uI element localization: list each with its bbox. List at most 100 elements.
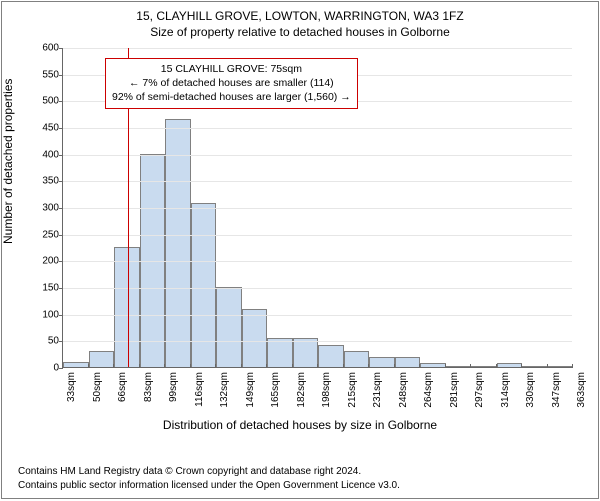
- x-tick: [343, 364, 344, 368]
- histogram-bar: [395, 357, 421, 367]
- x-tick-label: 33sqm: [66, 372, 77, 402]
- y-tick-label: 200: [29, 256, 59, 267]
- gridline-h: [63, 288, 572, 289]
- x-tick: [88, 364, 89, 368]
- y-tick-label: 450: [29, 123, 59, 134]
- chart-outer: Number of detached properties 0501001502…: [2, 44, 598, 444]
- x-tick-label: 50sqm: [92, 372, 103, 402]
- annotation-box: 15 CLAYHILL GROVE: 75sqm← 7% of detached…: [105, 58, 358, 109]
- x-tick-label: 149sqm: [245, 372, 256, 408]
- y-tick-label: 100: [29, 309, 59, 320]
- gridline-h: [63, 208, 572, 209]
- histogram-bar: [191, 203, 217, 367]
- histogram-bar: [63, 362, 89, 367]
- histogram-bar: [165, 119, 191, 367]
- x-tick: [292, 364, 293, 368]
- x-tick: [62, 364, 63, 368]
- histogram-bar: [420, 363, 446, 367]
- gridline-h: [63, 155, 572, 156]
- x-tick-label: 83sqm: [143, 372, 154, 402]
- plot-area: 05010015020025030035040045050055060015 C…: [62, 48, 572, 368]
- x-tick: [266, 364, 267, 368]
- y-tick: [59, 155, 63, 156]
- x-tick-label: 198sqm: [321, 372, 332, 408]
- histogram-bar: [318, 345, 344, 367]
- y-tick: [59, 208, 63, 209]
- x-tick: [164, 364, 165, 368]
- x-tick-label: 281sqm: [449, 372, 460, 408]
- x-tick-label: 165sqm: [270, 372, 281, 408]
- histogram-bar: [548, 366, 574, 367]
- x-tick-label: 264sqm: [423, 372, 434, 408]
- histogram-bar: [471, 366, 497, 367]
- y-tick-label: 350: [29, 176, 59, 187]
- x-tick-label: 248sqm: [398, 372, 409, 408]
- x-tick: [241, 364, 242, 368]
- x-tick: [113, 364, 114, 368]
- x-tick: [317, 364, 318, 368]
- y-tick-label: 400: [29, 149, 59, 160]
- x-tick: [470, 364, 471, 368]
- chart-frame: 15, CLAYHILL GROVE, LOWTON, WARRINGTON, …: [1, 1, 599, 499]
- x-axis-label: Distribution of detached houses by size …: [2, 418, 598, 432]
- x-tick: [547, 364, 548, 368]
- annotation-line: 92% of semi-detached houses are larger (…: [112, 90, 351, 104]
- y-tick: [59, 315, 63, 316]
- footer: Contains HM Land Registry data © Crown c…: [18, 465, 400, 492]
- histogram-bar: [216, 287, 242, 367]
- x-tick-label: 182sqm: [296, 372, 307, 408]
- histogram-bar: [114, 247, 140, 367]
- y-tick: [59, 235, 63, 236]
- y-tick: [59, 181, 63, 182]
- x-tick: [394, 364, 395, 368]
- x-tick: [445, 364, 446, 368]
- x-tick-label: 132sqm: [219, 372, 230, 408]
- y-tick-label: 550: [29, 69, 59, 80]
- y-tick: [59, 288, 63, 289]
- annotation-line: 15 CLAYHILL GROVE: 75sqm: [112, 62, 351, 76]
- gridline-h: [63, 341, 572, 342]
- footer-line1: Contains HM Land Registry data © Crown c…: [18, 465, 400, 479]
- y-tick-label: 600: [29, 43, 59, 54]
- histogram-bar: [497, 363, 523, 367]
- x-tick-label: 314sqm: [500, 372, 511, 408]
- x-tick: [139, 364, 140, 368]
- annotation-line: ← 7% of detached houses are smaller (114…: [112, 76, 351, 90]
- y-tick: [59, 368, 63, 369]
- x-tick-label: 116sqm: [194, 372, 205, 407]
- x-tick-label: 215sqm: [347, 372, 358, 408]
- y-tick: [59, 128, 63, 129]
- y-tick-label: 250: [29, 229, 59, 240]
- x-tick-label: 231sqm: [372, 372, 383, 408]
- x-tick: [368, 364, 369, 368]
- x-tick-label: 66sqm: [117, 372, 128, 402]
- y-tick-label: 50: [29, 336, 59, 347]
- y-tick: [59, 48, 63, 49]
- x-tick-label: 99sqm: [168, 372, 179, 402]
- histogram-bar: [242, 309, 268, 367]
- y-tick-label: 150: [29, 283, 59, 294]
- x-tick-label: 363sqm: [576, 372, 587, 408]
- x-tick: [496, 364, 497, 368]
- y-tick: [59, 261, 63, 262]
- histogram-bar: [369, 357, 395, 367]
- y-tick-label: 300: [29, 203, 59, 214]
- title-line2: Size of property relative to detached ho…: [2, 24, 598, 40]
- gridline-h: [63, 128, 572, 129]
- x-tick: [521, 364, 522, 368]
- gridline-h: [63, 48, 572, 49]
- y-tick: [59, 75, 63, 76]
- x-tick: [190, 364, 191, 368]
- x-tick-label: 347sqm: [551, 372, 562, 408]
- y-tick: [59, 101, 63, 102]
- x-tick-label: 297sqm: [474, 372, 485, 408]
- x-tick-label: 330sqm: [525, 372, 536, 408]
- gridline-h: [63, 261, 572, 262]
- footer-line2: Contains public sector information licen…: [18, 479, 400, 493]
- histogram-bar: [89, 351, 115, 367]
- x-tick: [572, 364, 573, 368]
- y-tick: [59, 341, 63, 342]
- gridline-h: [63, 235, 572, 236]
- x-tick: [215, 364, 216, 368]
- histogram-bar: [140, 154, 166, 367]
